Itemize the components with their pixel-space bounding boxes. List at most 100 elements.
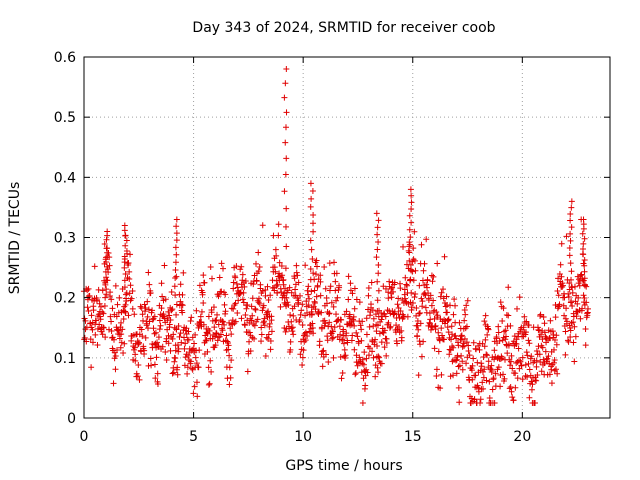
data-point [168, 307, 175, 314]
data-point [192, 331, 199, 338]
data-point [121, 253, 128, 260]
data-point [459, 366, 466, 373]
data-point [200, 300, 207, 307]
data-point [583, 299, 590, 306]
data-point [159, 343, 166, 350]
data-point [551, 356, 558, 363]
data-point [243, 305, 250, 312]
data-point [552, 302, 559, 309]
data-point [203, 337, 210, 344]
data-point [317, 292, 324, 299]
data-point [299, 354, 306, 361]
data-point [287, 346, 294, 353]
data-point [161, 262, 168, 269]
data-point [581, 282, 588, 289]
data-point [535, 343, 542, 350]
data-point [329, 335, 336, 342]
data-point [147, 290, 154, 297]
data-point [281, 94, 288, 101]
data-point [515, 345, 522, 352]
data-point [349, 290, 356, 297]
data-point [295, 279, 302, 286]
data-point [302, 329, 309, 336]
data-point [365, 285, 372, 292]
data-point [556, 301, 563, 308]
data-point [554, 288, 561, 295]
data-point [179, 291, 186, 298]
data-point [132, 351, 139, 358]
data-point [244, 302, 251, 309]
data-point [580, 292, 587, 299]
data-point [158, 305, 165, 312]
data-point [228, 305, 235, 312]
data-point [507, 322, 514, 329]
data-point [325, 358, 332, 365]
data-point [109, 305, 116, 312]
data-point [88, 364, 95, 371]
data-point [582, 342, 589, 349]
data-point [323, 295, 330, 301]
data-point [525, 322, 532, 329]
data-point [406, 257, 413, 264]
data-point [581, 262, 588, 269]
data-point [94, 325, 101, 332]
data-point [250, 281, 257, 288]
data-point [524, 373, 531, 380]
data-point [438, 289, 445, 296]
data-point [121, 264, 128, 271]
data-point [336, 323, 343, 330]
data-point [323, 300, 330, 307]
data-point [296, 317, 303, 324]
data-point [538, 368, 545, 375]
data-point [360, 361, 367, 368]
data-point [162, 349, 169, 356]
data-point [97, 303, 104, 310]
data-point [333, 311, 340, 318]
data-point [169, 335, 176, 342]
data-point [385, 319, 392, 326]
data-point [195, 364, 202, 371]
tick-labels: 0 0.1 0.2 0.3 0.4 0.5 0.6 0 5 10 15 20 [54, 50, 532, 445]
data-point [462, 311, 469, 318]
data-point [165, 308, 172, 315]
data-point [276, 259, 283, 266]
data-point [200, 272, 207, 279]
data-point [305, 283, 312, 290]
data-point [122, 232, 129, 239]
data-point [272, 246, 279, 253]
data-point [533, 377, 540, 384]
data-point [177, 298, 184, 305]
data-point [373, 254, 380, 261]
data-point [151, 313, 158, 320]
data-point [419, 298, 426, 305]
data-point [563, 305, 570, 312]
data-point [282, 223, 289, 230]
data-point [502, 333, 509, 340]
data-point [574, 300, 581, 307]
data-point [574, 273, 581, 280]
data-point [188, 314, 195, 321]
data-point [513, 359, 520, 366]
data-point [352, 371, 359, 378]
data-point [317, 272, 324, 279]
data-point [268, 317, 275, 324]
data-point [283, 66, 290, 73]
data-point [349, 332, 356, 339]
data-point [310, 220, 317, 227]
data-point [121, 284, 128, 291]
data-point [401, 286, 408, 293]
data-point [212, 317, 219, 324]
data-point [117, 344, 124, 351]
data-point [489, 386, 496, 393]
data-point [170, 331, 177, 338]
data-point [121, 277, 128, 284]
data-point [465, 348, 472, 355]
data-point [566, 286, 573, 293]
data-point [568, 268, 575, 275]
data-point [542, 348, 549, 355]
data-point [460, 340, 467, 347]
data-point [429, 324, 436, 331]
data-point [118, 319, 125, 326]
y-tick-label: 0.6 [54, 50, 76, 66]
data-point [309, 311, 316, 318]
